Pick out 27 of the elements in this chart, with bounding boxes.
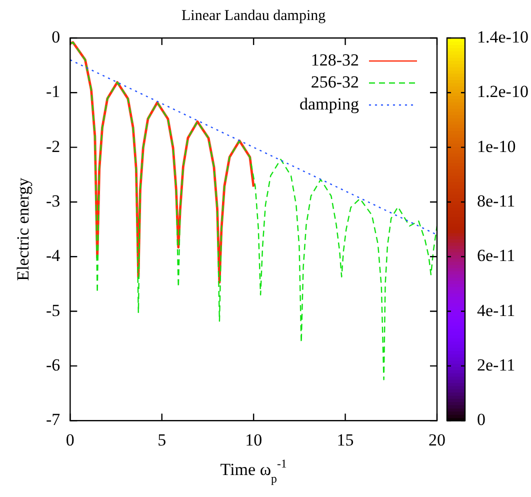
y-axis-title: Electric energy (13, 177, 32, 281)
color-bar-label: 1e-10 (477, 136, 516, 156)
y-tick-label: -4 (46, 246, 61, 266)
x-tick-label: 5 (158, 430, 166, 450)
x-tick-label: 0 (66, 430, 74, 450)
x-tick-label: 10 (245, 430, 262, 450)
line-series (70, 42, 437, 380)
legend-label: 128-32 (310, 50, 359, 70)
chart-title: Linear Landau damping (182, 8, 326, 24)
y-tick-label: -3 (46, 191, 60, 210)
y-tick-label: -6 (46, 355, 60, 374)
color-bar-label: 6e-11 (477, 246, 516, 266)
color-bar-label: 1.2e-10 (477, 82, 528, 102)
y-tick-label: -7 (46, 410, 61, 430)
x-tick-label: 20 (428, 430, 446, 450)
y-tick-label: -5 (46, 300, 60, 320)
y-tick-label: -1 (46, 82, 60, 102)
color-bar-label: 1.4e-10 (477, 27, 528, 46)
x-tick-label: 15 (336, 430, 354, 450)
color-bar-label: 4e-11 (477, 300, 516, 320)
legend-label: damping (300, 94, 360, 114)
y-tick-label: 0 (52, 27, 60, 46)
color-bar-label: 0 (477, 410, 486, 430)
color-bar-label: 2e-11 (477, 355, 516, 374)
color-bar-label: 8e-11 (477, 191, 516, 210)
legend-label: 256-32 (310, 72, 359, 92)
y-tick-label: -2 (46, 136, 60, 156)
